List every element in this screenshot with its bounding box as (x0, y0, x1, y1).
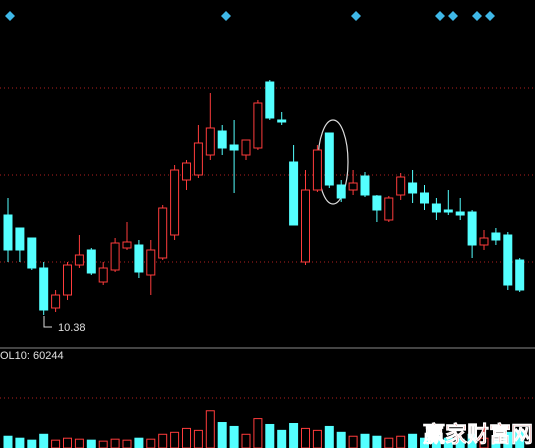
min-label: 10.38 (58, 322, 86, 334)
volume-bar (336, 431, 346, 448)
candle-body (265, 81, 275, 119)
marker (5, 11, 15, 21)
candle-body (336, 184, 346, 199)
candle-body (312, 149, 322, 191)
volume-bar (182, 427, 191, 448)
candle-body (277, 119, 287, 123)
volume-bar (253, 418, 263, 448)
volume-bar (360, 433, 370, 448)
volume-bar (384, 437, 394, 448)
volume-bar (479, 437, 489, 448)
candle-body (479, 237, 489, 246)
candle-body (396, 176, 406, 196)
candle-body (289, 161, 299, 226)
volume-bar (301, 427, 310, 448)
candle-body (39, 267, 49, 311)
volume-bar (170, 431, 180, 448)
volume-bar (122, 439, 132, 448)
candle-body (503, 234, 513, 286)
volume-bar (63, 437, 72, 448)
volume-bar (205, 410, 215, 448)
volume-bar (420, 437, 429, 448)
candle-body (86, 249, 96, 274)
candle-body (455, 211, 465, 216)
volume-bar (503, 431, 513, 448)
candle-body (98, 267, 108, 283)
volume-bar (443, 437, 453, 448)
candle-body (360, 175, 370, 196)
candle-body (158, 207, 168, 259)
marker (351, 11, 361, 21)
volume-bar (324, 425, 334, 448)
candles (3, 80, 525, 315)
candle-body (122, 241, 132, 249)
volume-bar (15, 437, 25, 448)
volume-bar (396, 435, 406, 448)
volume-bar (27, 439, 37, 448)
volume-bar (39, 433, 49, 448)
signal-markers (5, 11, 495, 21)
watermark: 赢家财富网 (423, 422, 533, 447)
volume-bar (51, 439, 61, 448)
volume-bar (158, 433, 168, 448)
candle-body (420, 192, 429, 204)
candle-body (408, 182, 418, 194)
marker (472, 11, 482, 21)
marker (221, 11, 231, 21)
volume-bar (277, 429, 287, 448)
candle-body (110, 242, 120, 271)
candle-body (384, 197, 394, 221)
candle-body (443, 209, 453, 213)
candle-body (15, 227, 25, 251)
volume-bar (217, 422, 227, 448)
marker (435, 11, 445, 21)
candle-body (431, 203, 441, 213)
candle-body (217, 130, 227, 149)
marker (485, 11, 495, 21)
volume-bar (229, 425, 239, 448)
volume-label: OL10: 60244 (0, 350, 64, 362)
volume-bar (193, 429, 203, 448)
candle-body (182, 162, 191, 181)
candle-body (515, 259, 525, 291)
volume-bar (74, 438, 84, 448)
volume-bar (289, 423, 299, 448)
volume-bar (3, 435, 13, 448)
volume-bar (241, 433, 251, 448)
candle-body (467, 211, 477, 246)
volume-bar (348, 435, 358, 448)
volume-bar (110, 438, 120, 448)
volume-bar (312, 429, 322, 448)
volume-bar (265, 423, 275, 448)
volume-bar (98, 440, 108, 448)
min-pointer (43, 316, 52, 328)
candle-body (348, 182, 358, 191)
candle-body (491, 232, 501, 241)
volume-bar (134, 437, 144, 448)
candle-body (372, 195, 382, 211)
candle-body (324, 132, 334, 186)
candle-body (253, 102, 263, 149)
candle-body (27, 237, 37, 269)
volume-bar (408, 433, 418, 448)
volume-bar (372, 435, 382, 448)
candle-body (3, 214, 13, 251)
candle-body (146, 249, 156, 276)
candle-body (229, 144, 239, 151)
candle-body (241, 139, 251, 156)
volume-bar (146, 438, 156, 448)
marker (448, 11, 458, 21)
candle-body (193, 142, 203, 176)
volume-bar (86, 439, 96, 448)
candle-body (170, 169, 180, 236)
candle-body (63, 264, 72, 296)
candle-body (205, 127, 215, 156)
candle-body (74, 254, 84, 266)
candle-body (301, 189, 310, 263)
candle-body (51, 294, 61, 309)
candle-body (134, 244, 144, 273)
